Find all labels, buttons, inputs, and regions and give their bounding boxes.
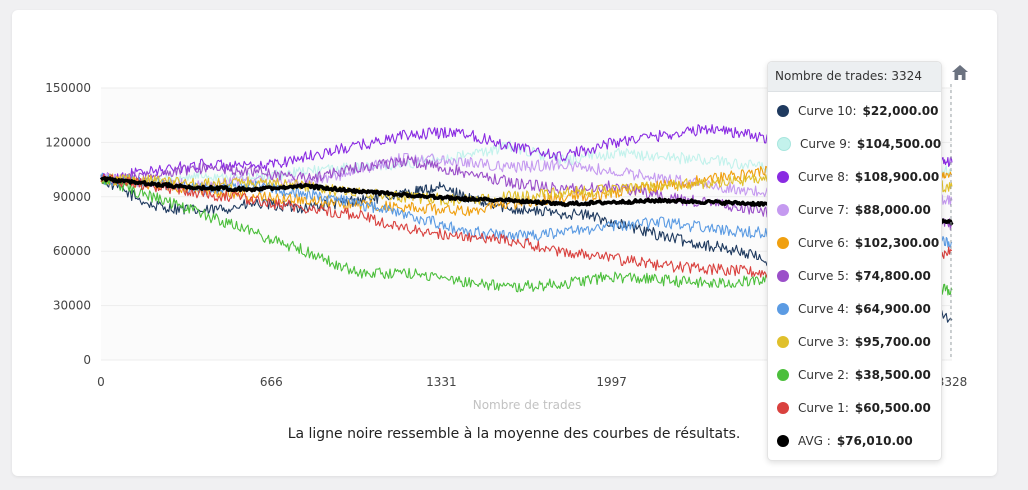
tooltip-row: Curve 9: $104,500.00 [768,127,941,160]
series-color-dot [777,368,789,381]
tooltip-series-value: $64,900.00 [854,301,931,316]
tooltip-series-label: Curve 1: [798,400,849,415]
series-color-dot [777,170,789,183]
tooltip-series-value: $38,500.00 [854,367,931,382]
tooltip-row: Curve 7: $88,000.00 [768,193,941,226]
tooltip-series-label: AVG : [798,433,831,448]
series-color-dot [777,302,789,315]
tooltip-series-label: Curve 6: [798,235,849,250]
tooltip-series-value: $76,010.00 [836,433,913,448]
tooltip-series-value: $88,000.00 [854,202,931,217]
y-tick-label: 30000 [53,299,91,313]
y-tick-label: 60000 [53,244,91,258]
tooltip-row: Curve 10: $22,000.00 [768,94,941,127]
x-tick-label: 1997 [596,375,627,389]
y-tick-label: 0 [83,353,91,367]
tooltip-series-value: $108,900.00 [854,169,940,184]
home-icon [952,65,968,80]
series-color-dot [777,401,789,414]
tooltip-series-value: $95,700.00 [854,334,931,349]
y-tick-label: 120000 [45,135,91,149]
series-color-dot [777,335,789,348]
tooltip-series-label: Curve 5: [798,268,849,283]
tooltip-series-value: $60,500.00 [854,400,931,415]
series-color-dot [777,434,789,447]
series-color-dot [777,269,789,282]
tooltip-series-label: Curve 4: [798,301,849,316]
tooltip-series-label: Curve 7: [798,202,849,217]
series-color-dot [777,136,791,151]
y-tick-label: 90000 [53,190,91,204]
chart-tooltip: Nombre de trades: 3324 Curve 10: $22,000.… [767,61,942,461]
tooltip-header: Nombre de trades: 3324 [768,62,941,92]
tooltip-series-value: $74,800.00 [854,268,931,283]
tooltip-series-value: $102,300.00 [854,235,940,250]
series-color-dot [777,236,789,249]
tooltip-row: Curve 5: $74,800.00 [768,259,941,292]
series-color-dot [777,203,789,216]
y-axis-ticks: 150000 120000 90000 60000 30000 0 [45,81,91,367]
tooltip-series-label: Curve 10: [798,103,857,118]
tooltip-series-label: Curve 2: [798,367,849,382]
tooltip-series-value: $104,500.00 [856,136,942,151]
tooltip-row: Curve 2: $38,500.00 [768,358,941,391]
tooltip-row: Curve 1: $60,500.00 [768,391,941,424]
tooltip-series-value: $22,000.00 [862,103,939,118]
x-tick-label: 666 [260,375,283,389]
tooltip-row: Curve 6: $102,300.00 [768,226,941,259]
tooltip-row: Curve 4: $64,900.00 [768,292,941,325]
tooltip-row: AVG : $76,010.00 [768,424,941,457]
x-tick-label: 3328 [937,375,968,389]
x-axis-label: Nombre de trades [473,398,582,412]
x-tick-label: 0 [97,375,105,389]
tooltip-row: Curve 3: $95,700.00 [768,325,941,358]
tooltip-series-label: Curve 9: [800,136,851,151]
tooltip-series-label: Curve 3: [798,334,849,349]
reset-zoom-button[interactable] [950,63,970,83]
tooltip-row: Curve 8: $108,900.00 [768,160,941,193]
tooltip-series-label: Curve 8: [798,169,849,184]
y-tick-label: 150000 [45,81,91,95]
x-tick-label: 1331 [426,375,457,389]
chart-caption: La ligne noire ressemble à la moyenne de… [287,426,741,442]
series-color-dot [777,104,789,117]
